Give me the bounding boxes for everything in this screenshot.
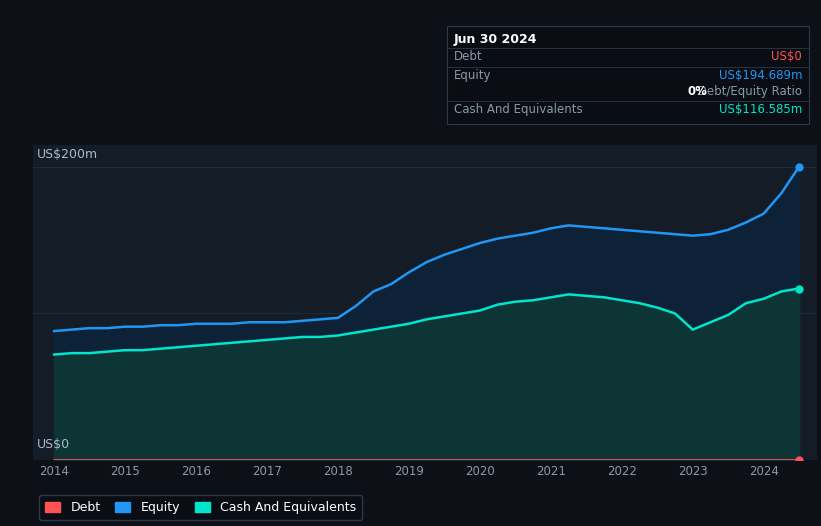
Legend: Debt, Equity, Cash And Equivalents: Debt, Equity, Cash And Equivalents xyxy=(39,495,362,520)
Text: US$116.585m: US$116.585m xyxy=(719,103,802,116)
Text: Cash And Equivalents: Cash And Equivalents xyxy=(454,103,583,116)
Text: Jun 30 2024: Jun 30 2024 xyxy=(454,33,538,46)
Text: US$0: US$0 xyxy=(772,50,802,63)
Text: 0%: 0% xyxy=(688,85,708,97)
Text: US$200m: US$200m xyxy=(37,148,98,161)
Text: Debt: Debt xyxy=(454,50,483,63)
Text: Debt/Equity Ratio: Debt/Equity Ratio xyxy=(694,85,802,97)
Text: Equity: Equity xyxy=(454,69,492,82)
Text: US$0: US$0 xyxy=(37,438,70,451)
Text: US$194.689m: US$194.689m xyxy=(718,69,802,82)
